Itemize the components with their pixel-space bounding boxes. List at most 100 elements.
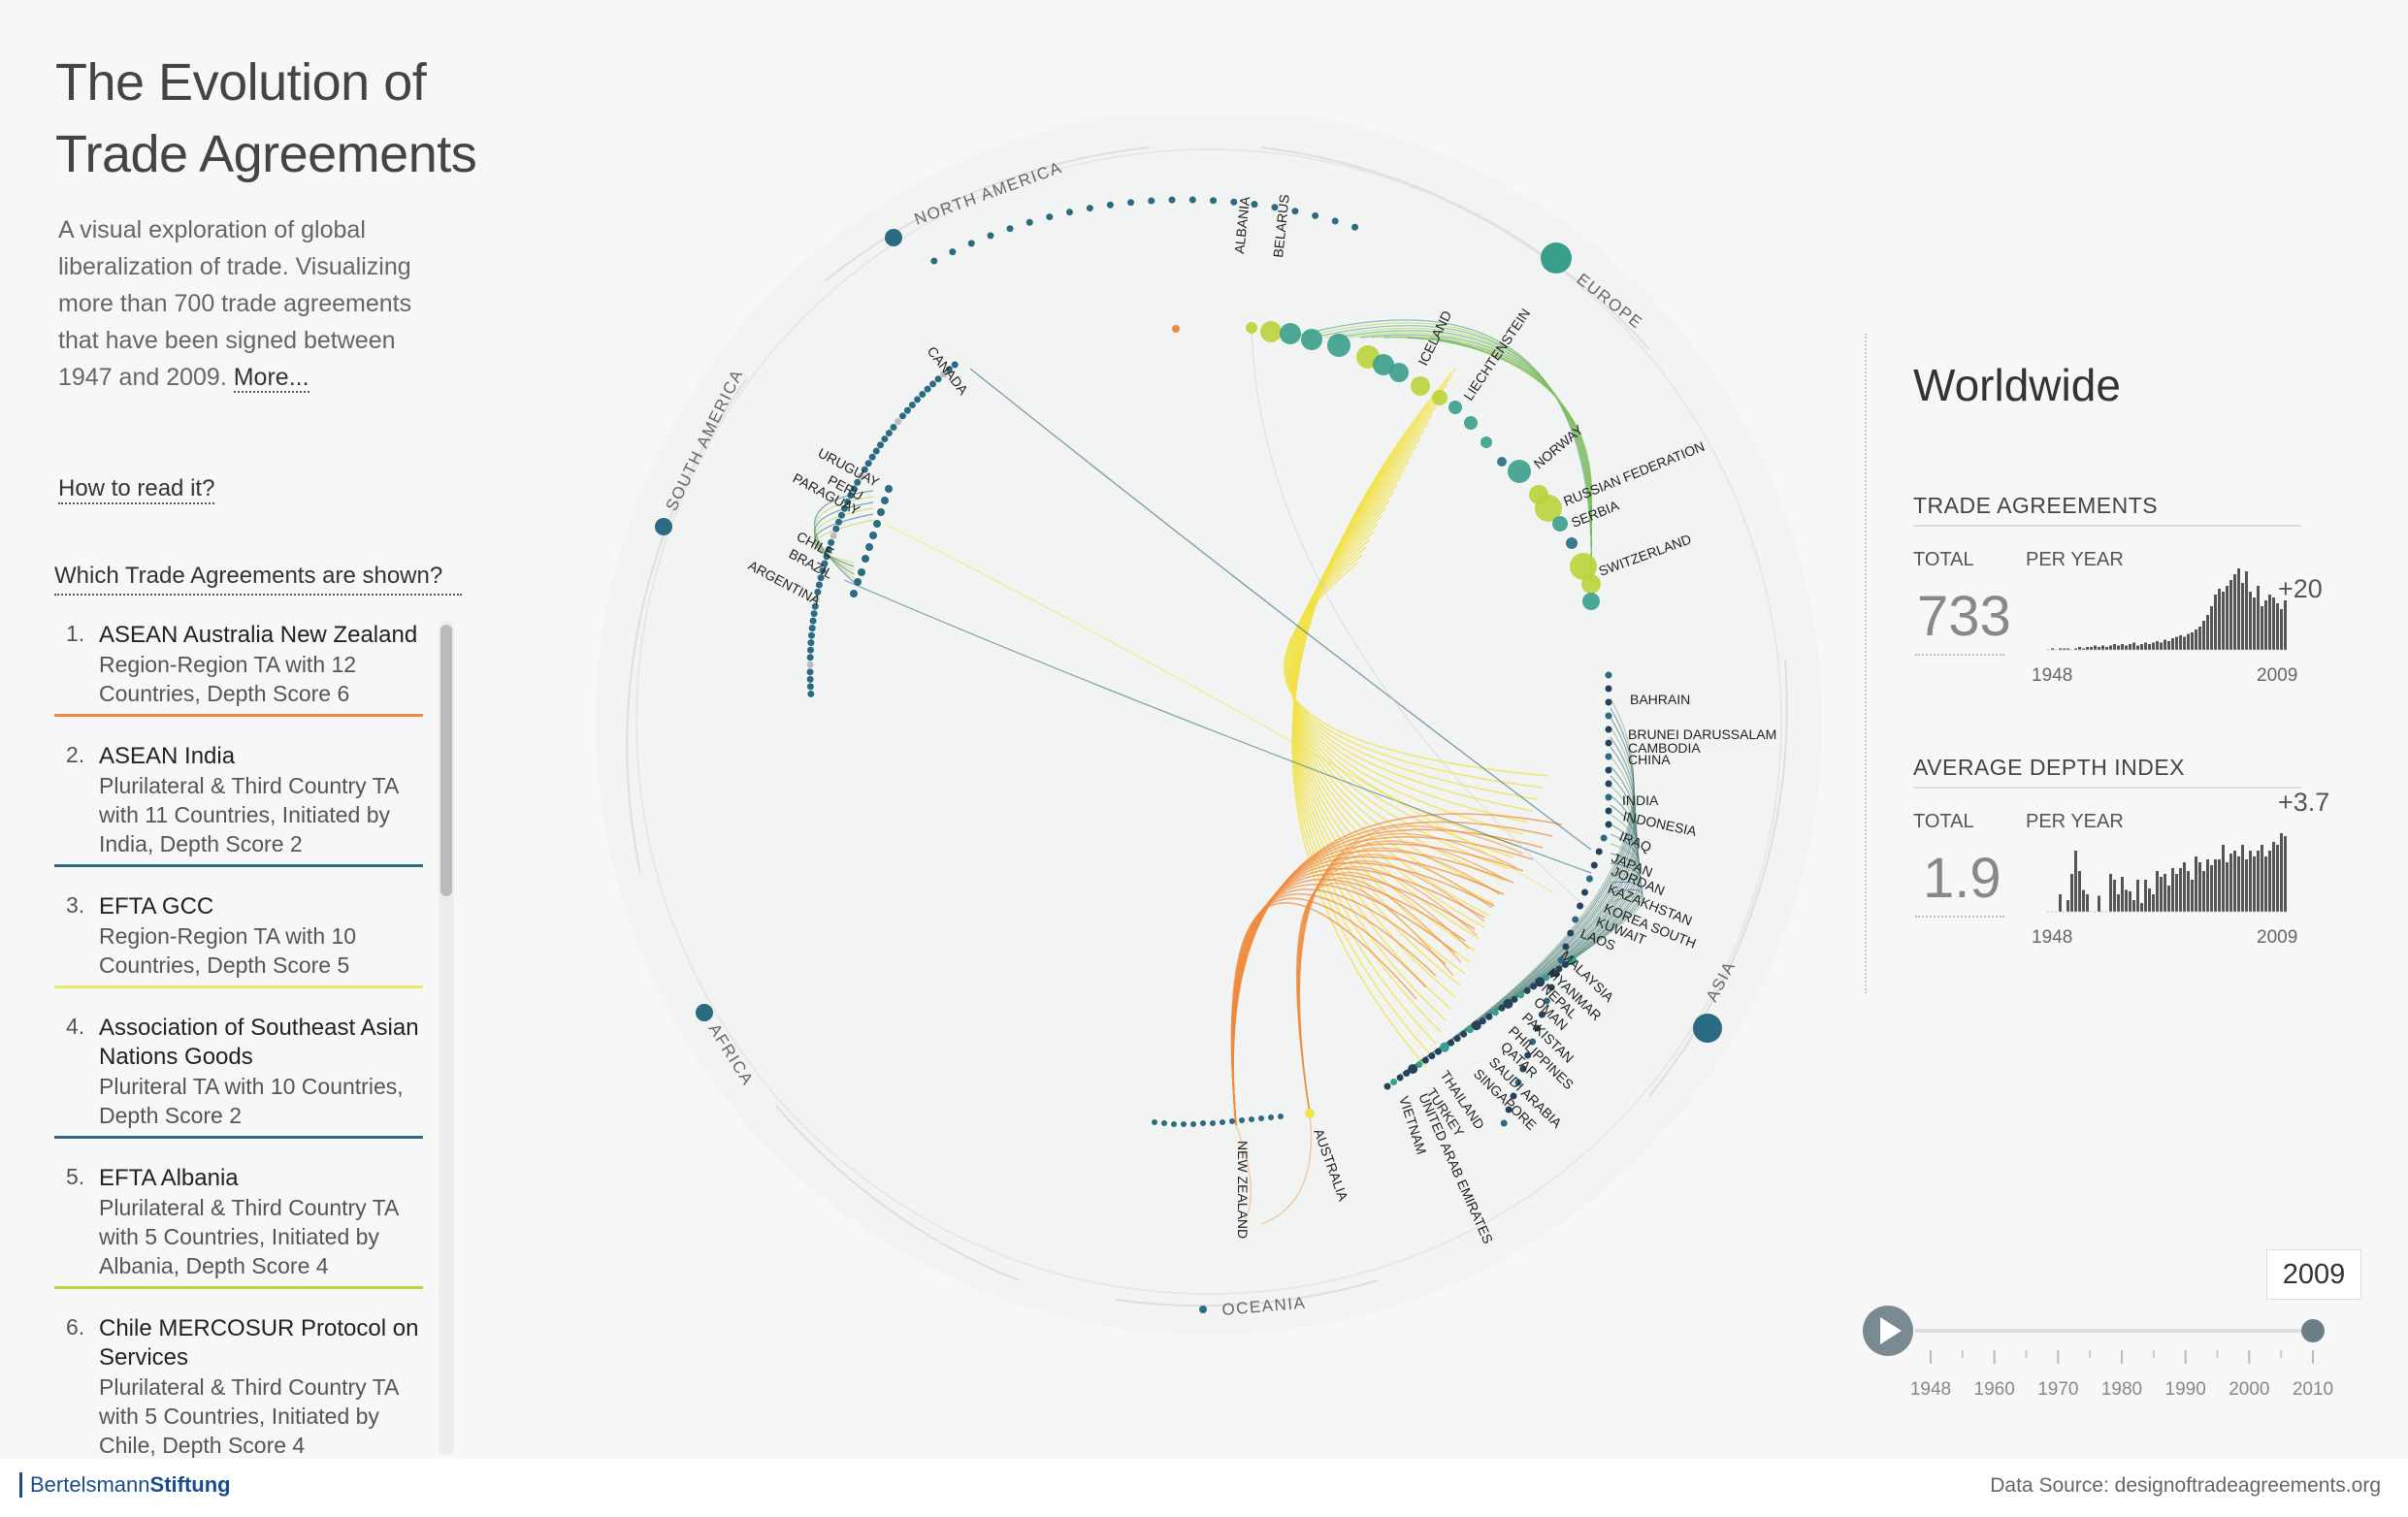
country-dot[interactable] — [1534, 1024, 1541, 1032]
country-dot[interactable] — [806, 668, 814, 676]
country-dot[interactable] — [868, 453, 876, 461]
agreement-link[interactable] — [1295, 882, 1454, 1114]
country-dot[interactable] — [1421, 1056, 1429, 1064]
south-america-marker[interactable] — [655, 518, 672, 535]
country-dot[interactable] — [1605, 726, 1612, 733]
country-dot[interactable] — [1171, 1121, 1177, 1127]
country-dot[interactable] — [872, 447, 880, 455]
country-dot[interactable] — [895, 418, 902, 426]
country-dot[interactable] — [1389, 363, 1409, 382]
country-dot[interactable] — [1523, 986, 1531, 994]
how-to-read-link[interactable]: How to read it? — [58, 475, 215, 504]
country-dot[interactable] — [810, 610, 818, 618]
country-dot[interactable] — [1268, 1114, 1274, 1120]
year-timeline[interactable]: 1948 1960 1970 1980 1990 2000 2010 — [1843, 1280, 2367, 1406]
north-america-marker[interactable] — [885, 229, 902, 246]
country-dot[interactable] — [908, 401, 916, 408]
country-dot[interactable] — [934, 375, 942, 383]
country-dot[interactable] — [847, 492, 855, 500]
country-dot[interactable] — [1251, 201, 1258, 209]
country-dot[interactable] — [1529, 1038, 1537, 1046]
country-dot[interactable] — [1464, 416, 1478, 430]
country-dot[interactable] — [1190, 1121, 1196, 1127]
country-label[interactable]: INDIA — [1622, 792, 1659, 808]
country-dot[interactable] — [1127, 199, 1135, 207]
country-dot[interactable] — [1301, 329, 1322, 350]
country-dot[interactable] — [869, 532, 877, 539]
country-dot[interactable] — [828, 538, 835, 546]
country-dot[interactable] — [1416, 1061, 1423, 1069]
country-label[interactable]: ALBANIA — [1231, 195, 1253, 254]
country-dot[interactable] — [1439, 1042, 1449, 1052]
country-dot[interactable] — [812, 596, 820, 603]
country-dot[interactable] — [1466, 1026, 1474, 1034]
agreement-link[interactable] — [1518, 895, 1644, 996]
country-dot[interactable] — [1278, 1114, 1284, 1119]
country-dot[interactable] — [1517, 991, 1525, 999]
country-label[interactable]: NEW ZEALAND — [1235, 1141, 1251, 1239]
country-dot[interactable] — [1570, 553, 1597, 580]
country-dot[interactable] — [1210, 197, 1218, 205]
country-dot[interactable] — [1498, 1004, 1506, 1012]
country-dot[interactable] — [830, 532, 837, 539]
country-dot[interactable] — [1229, 1118, 1235, 1124]
agreement-link[interactable] — [1313, 325, 1592, 571]
country-dot[interactable] — [1590, 861, 1598, 869]
country-dot[interactable] — [1605, 712, 1612, 720]
country-dot[interactable] — [1605, 793, 1612, 801]
country-dot[interactable] — [885, 485, 893, 493]
country-dot[interactable] — [1530, 983, 1538, 990]
country-dot[interactable] — [873, 520, 881, 528]
country-dot[interactable] — [1453, 1035, 1461, 1043]
country-dot[interactable] — [1543, 974, 1550, 982]
country-dot[interactable] — [1519, 1065, 1527, 1073]
agreement-link[interactable] — [1441, 337, 1593, 507]
country-dot[interactable] — [817, 574, 825, 582]
country-dot[interactable] — [1511, 995, 1518, 1003]
country-dot[interactable] — [1555, 965, 1563, 973]
agreements-list-heading[interactable]: Which Trade Agreements are shown? — [54, 563, 462, 596]
country-dot[interactable] — [1566, 537, 1578, 549]
country-dot[interactable] — [1434, 1048, 1442, 1055]
country-dot[interactable] — [864, 460, 872, 468]
country-dot[interactable] — [903, 406, 911, 414]
country-label[interactable]: BAHRAIN — [1630, 692, 1690, 707]
country-dot[interactable] — [1046, 213, 1054, 221]
country-dot[interactable] — [1066, 209, 1074, 216]
country-dot[interactable] — [835, 518, 843, 526]
country-dot[interactable] — [1500, 1119, 1508, 1127]
country-label[interactable]: BRUNEI DARUSSALAM — [1628, 726, 1776, 742]
country-dot[interactable] — [881, 497, 889, 504]
country-dot[interactable] — [840, 504, 848, 512]
country-dot[interactable] — [1312, 211, 1319, 219]
country-dot[interactable] — [1562, 943, 1570, 951]
country-dot[interactable] — [914, 396, 922, 403]
country-dot[interactable] — [1481, 436, 1492, 448]
country-dot[interactable] — [1581, 888, 1588, 896]
country-dot[interactable] — [898, 412, 906, 420]
country-dot[interactable] — [1460, 1030, 1468, 1038]
country-dot[interactable] — [1485, 1013, 1493, 1020]
more-link[interactable]: More... — [233, 364, 309, 393]
country-dot[interactable] — [837, 511, 845, 519]
country-dot[interactable] — [924, 385, 931, 393]
country-dot[interactable] — [1577, 902, 1584, 910]
timeline-handle[interactable] — [2301, 1319, 2325, 1342]
country-dot[interactable] — [1572, 916, 1579, 923]
country-dot[interactable] — [1552, 516, 1568, 532]
country-dot[interactable] — [951, 361, 959, 369]
country-dot[interactable] — [1200, 1120, 1206, 1126]
country-dot[interactable] — [807, 639, 815, 647]
agreement-link[interactable] — [969, 368, 1592, 851]
country-dot[interactable] — [854, 478, 862, 486]
country-dot[interactable] — [1585, 875, 1593, 883]
country-dot[interactable] — [1411, 376, 1430, 396]
country-dot[interactable] — [1535, 977, 1546, 987]
agreement-link[interactable] — [884, 523, 1553, 893]
country-dot[interactable] — [1327, 334, 1350, 357]
agreement-link[interactable] — [1289, 319, 1592, 583]
country-dot[interactable] — [811, 602, 819, 610]
country-dot[interactable] — [929, 380, 937, 388]
country-dot[interactable] — [815, 581, 823, 589]
country-dot[interactable] — [1383, 1082, 1391, 1090]
